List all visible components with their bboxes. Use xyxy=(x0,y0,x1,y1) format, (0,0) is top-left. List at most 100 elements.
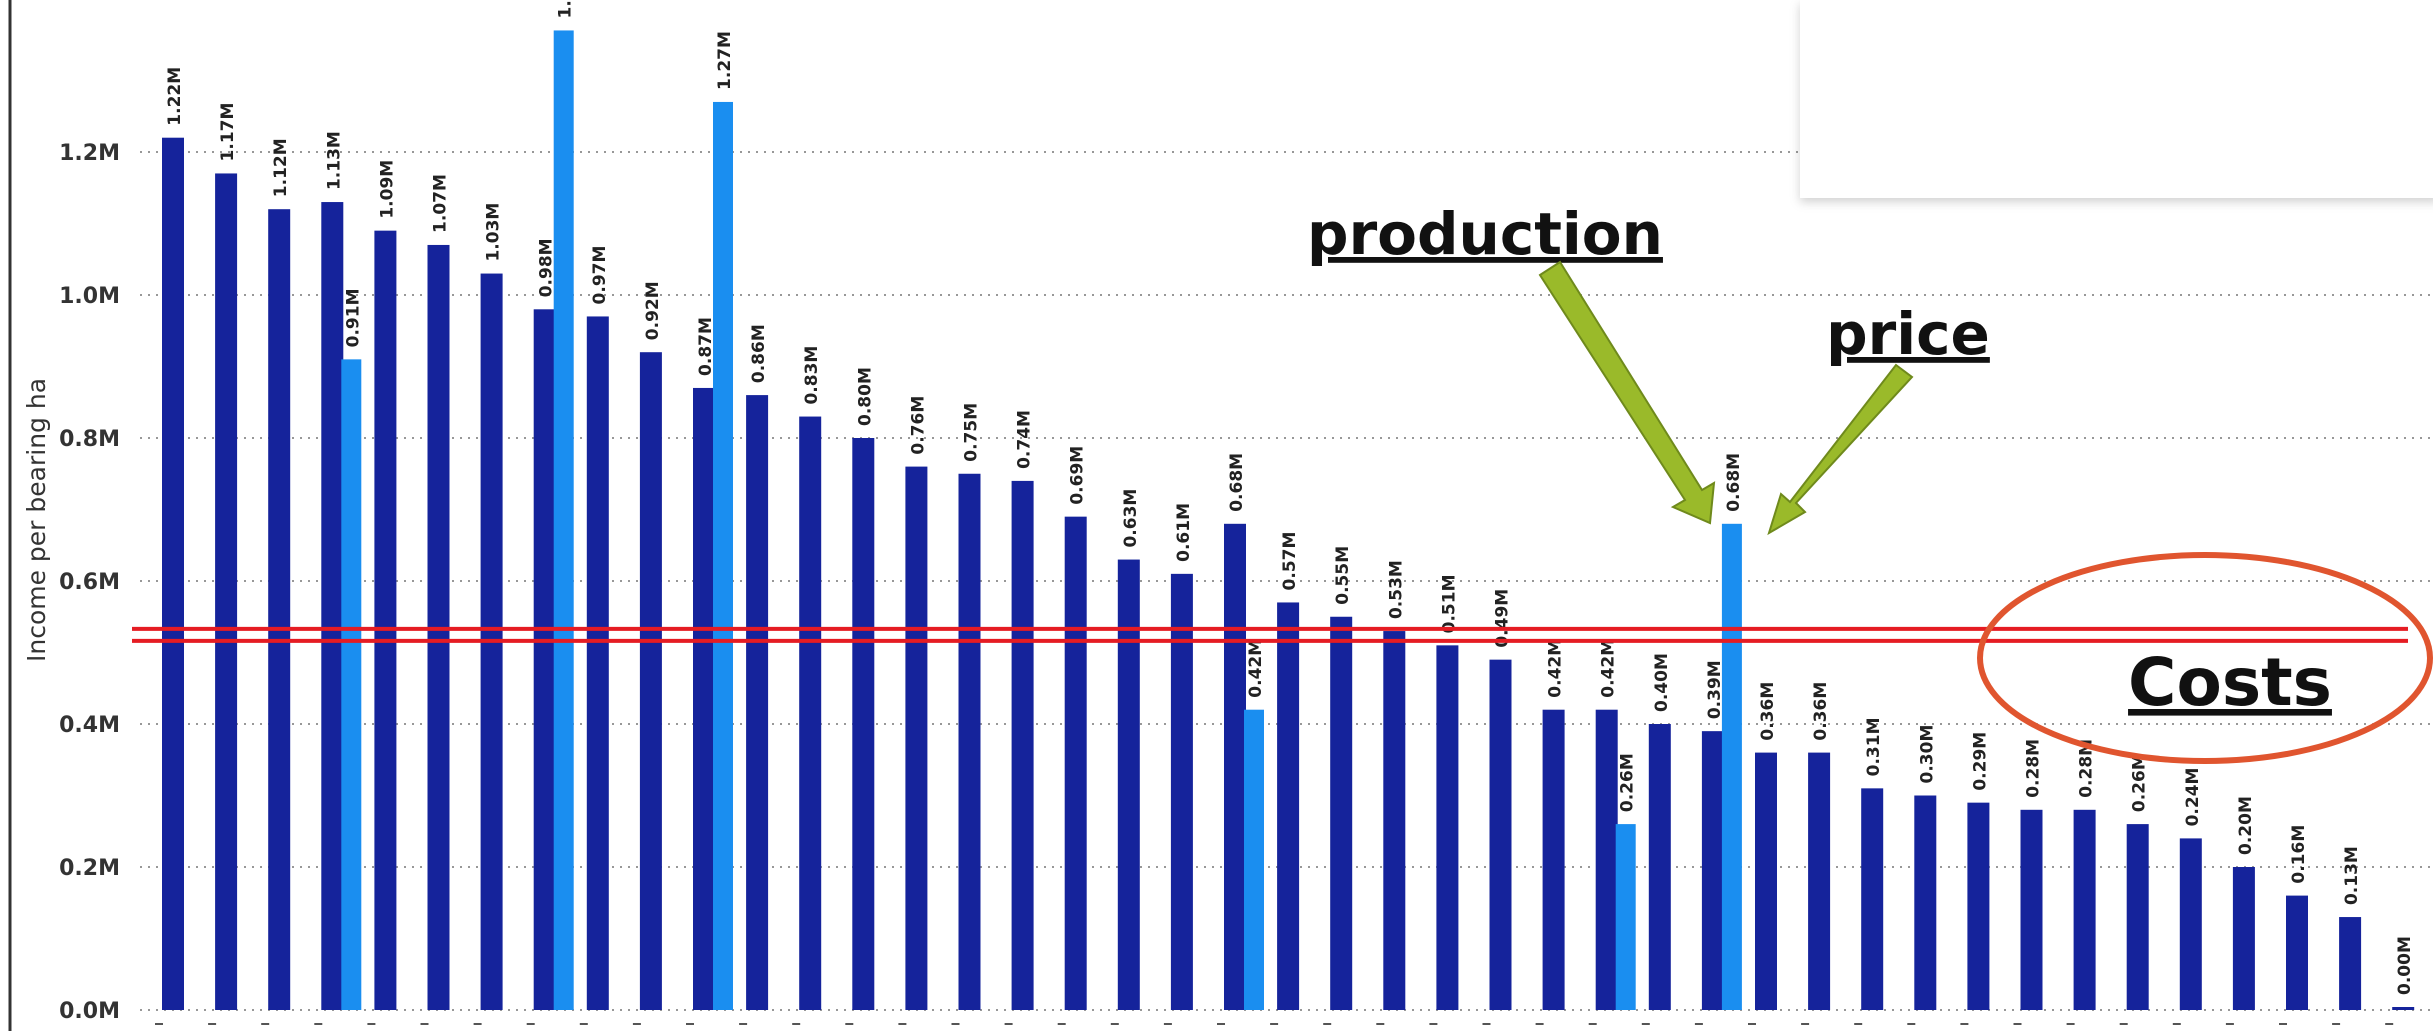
bar xyxy=(2232,867,2255,1010)
bar-label: 0.83M xyxy=(802,346,822,405)
bar xyxy=(1224,523,1246,1010)
y-tick-label: 0.8M xyxy=(59,427,120,452)
bar-label: 0.92M xyxy=(643,281,663,340)
legend-panel xyxy=(1800,0,2433,198)
y-tick-label: 0.0M xyxy=(59,999,120,1024)
bar xyxy=(1330,616,1353,1010)
bar-label: 0.80M xyxy=(855,367,875,426)
bar-label: 0.26M xyxy=(1618,753,1638,812)
bar xyxy=(2286,895,2308,1010)
bar xyxy=(1808,752,1831,1010)
bar xyxy=(852,438,875,1010)
bar-label: 0.76M xyxy=(908,396,928,455)
bar-label: 0.91M xyxy=(343,288,363,347)
bar-label: 0.97M xyxy=(590,246,610,305)
bar xyxy=(2073,809,2096,1010)
bar xyxy=(1436,645,1459,1010)
bars-group xyxy=(162,137,2415,1011)
bar xyxy=(2179,838,2202,1010)
bar-label: 0.75M xyxy=(962,403,982,462)
bar-label: 0.28M xyxy=(2077,739,2097,798)
bar xyxy=(2392,1007,2415,1010)
bar xyxy=(1383,631,1406,1010)
bar xyxy=(1064,516,1087,1010)
highlight-bar xyxy=(713,101,733,1010)
bar-label: 1.13M xyxy=(324,131,344,190)
bar-label: 0.24M xyxy=(2183,768,2203,827)
y-axis-title: Income per bearing ha xyxy=(22,378,51,662)
production-annotation: production xyxy=(1307,200,1663,268)
bar-label: 1.22M xyxy=(165,67,185,126)
y-tick-label: 1.2M xyxy=(59,141,120,166)
bar-label: 1.37M xyxy=(556,0,576,18)
bar-label: 1.17M xyxy=(218,103,238,162)
bar xyxy=(2126,824,2149,1010)
bar-label: 0.28M xyxy=(2024,739,2044,798)
price-arrow xyxy=(1767,363,1914,536)
bar xyxy=(799,416,822,1010)
bar-label: 0.69M xyxy=(1068,446,1088,505)
bar-label: 0.98M xyxy=(537,238,557,297)
bar xyxy=(1701,731,1724,1010)
bar xyxy=(1967,802,1990,1010)
bar-label: 0.86M xyxy=(749,324,769,383)
price-annotation: price xyxy=(1826,300,1990,368)
bar xyxy=(639,352,662,1010)
bar-label: 0.51M xyxy=(1439,574,1459,633)
bar xyxy=(533,309,556,1010)
bar-label: 0.36M xyxy=(1811,682,1831,741)
highlight-bar xyxy=(553,30,574,1010)
bar-label: 0.49M xyxy=(1493,589,1513,648)
bar-label: 0.29M xyxy=(1970,732,1990,791)
y-axis: 0.0M 0.2M 0.4M 0.6M 0.8M 1.0M 1.2M xyxy=(59,141,2394,1025)
y-tick-label: 0.4M xyxy=(59,713,120,738)
bar xyxy=(268,209,291,1010)
bar-label: 0.16M xyxy=(2289,825,2309,884)
bar xyxy=(746,395,769,1011)
data-labels: 1.22M 1.17M 1.12M 1.13M 1.09M 1.07M 1.03M 0.98M… xyxy=(165,0,2415,995)
bar-label: 0.20M xyxy=(2236,796,2256,855)
bar-label: 0.42M xyxy=(1546,639,1566,698)
bar-label: 0.30M xyxy=(1917,725,1937,784)
bar-label: 0.61M xyxy=(1174,503,1194,562)
bar-label: 1.09M xyxy=(377,160,397,219)
production-arrow xyxy=(1538,260,1716,525)
y-tick-label: 1.0M xyxy=(59,284,120,309)
bar-label: 0.13M xyxy=(2342,846,2362,905)
y-tick-label: 0.6M xyxy=(59,570,120,595)
bar xyxy=(693,387,715,1010)
bar-label: 0.39M xyxy=(1705,660,1725,719)
bar xyxy=(1542,709,1565,1010)
bar xyxy=(1648,724,1671,1010)
bar-label: 0.40M xyxy=(1652,653,1672,712)
bar-label: 1.07M xyxy=(431,174,451,233)
cost-line xyxy=(132,626,2408,643)
bar-label: 0.74M xyxy=(1015,410,1035,469)
highlight-bars-group xyxy=(341,30,1742,1011)
bar-label: 0.57M xyxy=(1280,532,1300,591)
costs-ellipse xyxy=(1977,552,2433,764)
bar xyxy=(1595,709,1618,1010)
y-tick-label: 0.2M xyxy=(59,856,120,881)
costs-annotation: Costs xyxy=(2128,644,2332,721)
bar xyxy=(2339,917,2362,1010)
bar xyxy=(1861,788,1884,1010)
bar-label: 0.42M xyxy=(1599,639,1619,698)
bar xyxy=(2020,809,2043,1010)
bar xyxy=(905,466,928,1011)
bar xyxy=(1755,752,1777,1010)
bar xyxy=(1170,573,1193,1010)
bar-label: 0.63M xyxy=(1121,489,1141,548)
bar-label: 0.68M xyxy=(1724,453,1744,512)
bar xyxy=(1011,480,1034,1010)
bar-label: 1.12M xyxy=(271,138,291,197)
bar-label: 0.36M xyxy=(1758,682,1778,741)
bar-label: 0.26M xyxy=(2130,753,2150,812)
bar xyxy=(958,473,981,1010)
bar xyxy=(1277,602,1300,1010)
highlight-bar xyxy=(341,359,362,1011)
bar-label: 1.27M xyxy=(715,31,735,90)
bar-label: 0.00M xyxy=(2395,936,2415,995)
